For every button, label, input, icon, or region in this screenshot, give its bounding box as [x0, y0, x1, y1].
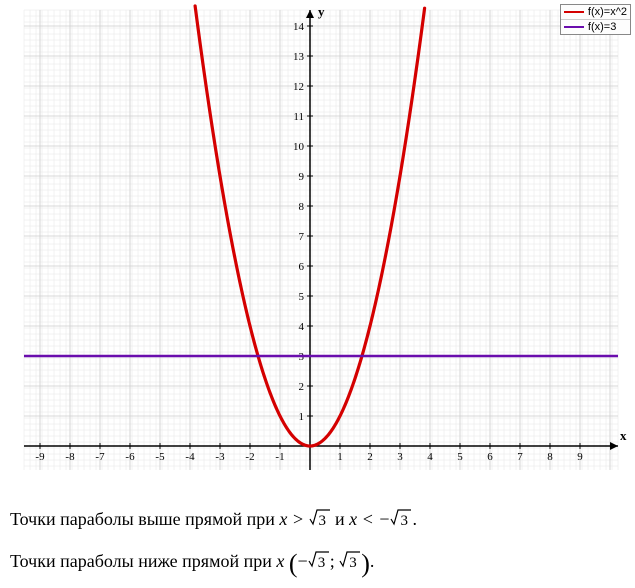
svg-text:-3: -3	[215, 451, 225, 463]
svg-text:4: 4	[427, 451, 433, 463]
svg-text:x: x	[620, 428, 627, 443]
sqrt-icon: 3	[339, 547, 361, 579]
sqrt-icon: 3	[390, 505, 412, 537]
svg-text:1: 1	[299, 411, 305, 423]
sep: ;	[330, 551, 340, 571]
svg-text:8: 8	[547, 451, 553, 463]
expr: x < −3	[349, 509, 412, 529]
expr-part: x	[276, 551, 289, 571]
svg-text:13: 13	[293, 51, 305, 63]
sqrt-arg: 3	[318, 550, 326, 577]
svg-text:4: 4	[299, 321, 305, 333]
sqrt-arg: 3	[400, 508, 408, 535]
svg-text:2: 2	[299, 381, 305, 393]
legend-row: f(x)=3	[561, 20, 630, 34]
expr: x > 3	[279, 509, 330, 529]
legend-label-hline: f(x)=3	[588, 21, 616, 33]
svg-text:14: 14	[293, 21, 305, 33]
svg-text:y: y	[318, 4, 325, 19]
paren-icon: (	[289, 549, 298, 578]
sqrt-arg: 3	[349, 550, 357, 577]
expr-part: x < −	[349, 509, 390, 529]
svg-text:12: 12	[293, 81, 304, 93]
paren-icon: )	[361, 549, 370, 578]
legend-swatch-parabola	[564, 11, 584, 13]
caption-text: .	[370, 551, 375, 571]
svg-text:-4: -4	[185, 451, 195, 463]
svg-text:-7: -7	[95, 451, 105, 463]
svg-text:7: 7	[299, 231, 305, 243]
svg-text:5: 5	[299, 291, 305, 303]
legend-swatch-hline	[564, 26, 584, 28]
sqrt-icon: 3	[309, 505, 331, 537]
svg-text:5: 5	[457, 451, 463, 463]
svg-text:6: 6	[299, 261, 305, 273]
svg-text:9: 9	[299, 171, 305, 183]
chart-svg: xy-9-8-7-6-5-4-3-2-112345678912345678910…	[0, 0, 635, 497]
caption-block: Точки параболы выше прямой при x > 3 и x…	[0, 497, 635, 588]
chart-area: xy-9-8-7-6-5-4-3-2-112345678912345678910…	[0, 0, 635, 497]
expr-part: x >	[279, 509, 308, 529]
legend: f(x)=x^2 f(x)=3	[560, 4, 631, 35]
svg-text:2: 2	[367, 451, 373, 463]
caption-text: Точки параболы выше прямой при	[10, 509, 279, 529]
svg-text:8: 8	[299, 201, 305, 213]
sqrt-icon: 3	[308, 547, 330, 579]
caption-text: Точки параболы ниже прямой при	[10, 551, 276, 571]
svg-text:1: 1	[337, 451, 343, 463]
neg-sign: −	[298, 551, 308, 571]
caption-text: и	[331, 509, 350, 529]
svg-text:-6: -6	[125, 451, 135, 463]
sqrt-arg: 3	[319, 508, 327, 535]
svg-text:-2: -2	[245, 451, 254, 463]
caption-line-2: Точки параболы ниже прямой при x (−3; 3)…	[10, 541, 625, 588]
caption-line-1: Точки параболы выше прямой при x > 3 и x…	[10, 503, 625, 537]
svg-text:7: 7	[517, 451, 523, 463]
svg-text:3: 3	[397, 451, 403, 463]
svg-text:-5: -5	[155, 451, 165, 463]
svg-text:6: 6	[487, 451, 493, 463]
svg-text:-1: -1	[275, 451, 284, 463]
svg-text:10: 10	[293, 141, 305, 153]
svg-text:-9: -9	[35, 451, 45, 463]
svg-text:11: 11	[293, 111, 304, 123]
caption-text: .	[412, 509, 417, 529]
svg-text:9: 9	[577, 451, 583, 463]
legend-row: f(x)=x^2	[561, 5, 630, 20]
legend-label-parabola: f(x)=x^2	[588, 6, 627, 18]
svg-text:-8: -8	[65, 451, 75, 463]
